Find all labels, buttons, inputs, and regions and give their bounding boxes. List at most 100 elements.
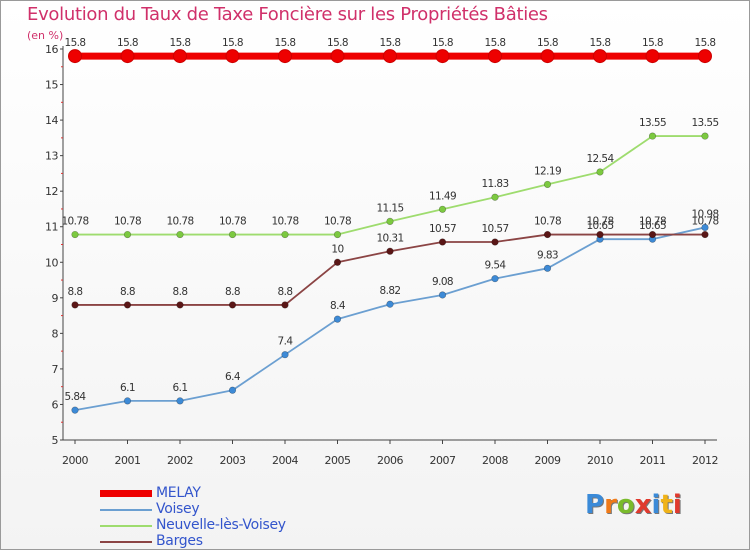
data-point — [330, 49, 345, 64]
data-label: 12.54 — [586, 153, 614, 165]
data-label: 15.8 — [537, 37, 558, 49]
data-label: 10.78 — [534, 216, 561, 228]
data-label: 11.49 — [429, 190, 456, 202]
x-tick-label: 2004 — [272, 454, 298, 467]
data-label: 10.57 — [481, 223, 508, 235]
data-label: 10.65 — [639, 220, 666, 232]
logo-letter: i — [672, 490, 682, 520]
data-label: 10.65 — [586, 220, 613, 232]
data-label: 6.1 — [120, 382, 135, 394]
legend-swatch — [100, 509, 152, 511]
axes: 5 6 7 8 9 10 11 12 13 14 15 16 2000 2001 2002 2003 2004 2… — [45, 43, 719, 467]
data-label: 5.84 — [65, 391, 87, 403]
data-label: 15.8 — [275, 37, 296, 49]
data-label: 10.78 — [114, 216, 141, 228]
x-tick-label: 2001 — [115, 454, 141, 467]
logo-letter: t — [660, 490, 673, 520]
data-point — [386, 300, 394, 308]
data-point — [123, 397, 132, 405]
series-layer — [68, 49, 712, 414]
data-point — [228, 301, 237, 309]
x-tick-label: 2012 — [692, 454, 718, 467]
data-label: 8.82 — [380, 285, 401, 297]
data-point — [68, 49, 82, 64]
y-tick-label: 10 — [45, 256, 58, 269]
data-label: 15.8 — [485, 37, 506, 49]
data-point — [386, 217, 394, 225]
data-label: 6.4 — [225, 371, 241, 383]
data-point — [71, 301, 79, 309]
data-point — [281, 301, 289, 309]
data-label: 15.8 — [590, 37, 611, 49]
legend-swatch — [100, 541, 152, 543]
data-label: 15.8 — [380, 37, 401, 49]
logo-letter: r — [604, 490, 617, 520]
data-point — [701, 132, 709, 140]
data-label: 8.8 — [68, 286, 83, 298]
data-label: 13.55 — [639, 117, 666, 129]
x-tick-label: 2010 — [587, 454, 613, 467]
data-point — [596, 168, 604, 176]
data-label: 7.4 — [278, 336, 294, 348]
data-label: 10.78 — [639, 216, 666, 228]
logo-letter: i — [651, 490, 661, 520]
logo-letter: o — [616, 490, 635, 520]
data-point — [435, 49, 450, 64]
data-point — [491, 275, 499, 283]
data-label: 11.15 — [376, 202, 403, 214]
data-label: 9.54 — [485, 260, 507, 272]
data-point — [645, 49, 660, 64]
y-tick-label: 8 — [52, 327, 59, 340]
data-point — [123, 301, 132, 309]
data-point — [173, 49, 187, 64]
data-point — [281, 351, 289, 359]
data-point — [228, 230, 237, 239]
data-point — [648, 132, 657, 140]
data-label: 11.83 — [481, 178, 508, 190]
y-tick-label: 7 — [52, 363, 59, 376]
proxiti-logo: Proxiti — [585, 490, 682, 520]
data-label: 10.57 — [429, 223, 456, 235]
y-tick-label: 13 — [45, 150, 58, 163]
data-label: 10.78 — [271, 216, 298, 228]
y-tick-label: 6 — [52, 398, 59, 411]
logo-letter: x — [634, 490, 652, 520]
data-point — [491, 238, 499, 246]
data-point — [593, 49, 607, 64]
data-label: 15.8 — [170, 37, 191, 49]
x-tick-label: 2009 — [535, 454, 561, 467]
data-label: 10.78 — [586, 216, 613, 228]
data-point — [333, 258, 342, 266]
legend-label: Voisey — [156, 501, 200, 517]
data-label: 10.31 — [376, 232, 403, 244]
y-tick-label: 12 — [45, 185, 58, 198]
logo-letter: P — [585, 490, 605, 520]
legend-label: Barges — [156, 533, 203, 549]
chart-title: Evolution du Taux de Taxe Foncière sur l… — [27, 4, 548, 25]
x-tick-label: 2002 — [167, 454, 193, 467]
data-point — [438, 291, 447, 299]
data-point — [491, 193, 499, 201]
data-label: 8.8 — [120, 286, 135, 298]
data-label: 15.8 — [327, 37, 348, 49]
data-point — [488, 49, 502, 64]
data-label: 9.08 — [432, 276, 453, 288]
x-tick-label: 2007 — [430, 454, 456, 467]
y-tick-label: 9 — [52, 292, 59, 305]
data-label: 15.8 — [642, 37, 663, 49]
data-point — [176, 397, 184, 405]
y-tick-label: 11 — [45, 221, 58, 234]
data-point — [701, 230, 709, 239]
data-point — [228, 386, 237, 394]
legend-label: MELAY — [156, 485, 201, 501]
data-point — [386, 247, 394, 255]
data-label: 15.8 — [222, 37, 243, 49]
data-point — [225, 49, 240, 64]
data-point — [176, 301, 184, 309]
data-label: 8.8 — [225, 286, 240, 298]
data-point — [333, 230, 342, 239]
unit-label: (en %) — [27, 29, 64, 42]
data-label: 10.78 — [324, 216, 351, 228]
